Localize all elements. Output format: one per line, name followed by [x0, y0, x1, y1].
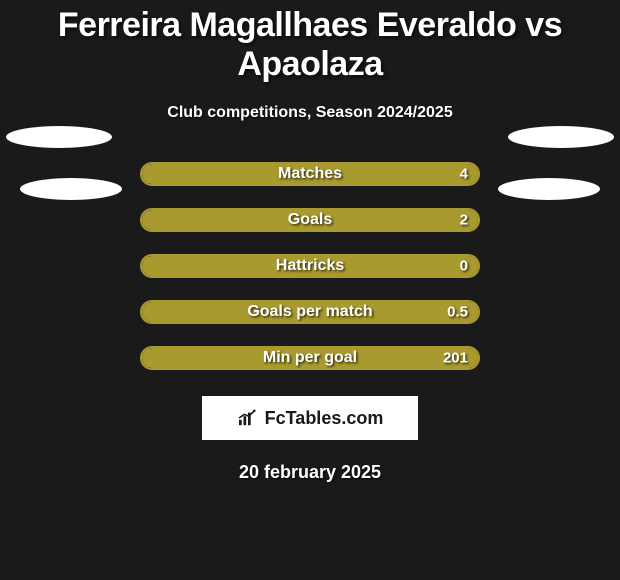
- bar-goals-per-match: Goals per match 0.5: [140, 300, 480, 324]
- stat-row-goals-per-match: Goals per match 0.5: [0, 300, 620, 324]
- stat-value: 0.5: [447, 304, 468, 321]
- stat-value: 4: [460, 166, 468, 183]
- stat-value: 2: [460, 212, 468, 229]
- stat-row-goals: Goals 2: [0, 208, 620, 232]
- stat-label: Goals per match: [247, 303, 372, 321]
- stat-label: Hattricks: [276, 257, 344, 275]
- stat-label: Matches: [278, 165, 342, 183]
- date-label: 20 february 2025: [0, 462, 620, 483]
- stat-value: 0: [460, 258, 468, 275]
- logo-text: FcTables.com: [265, 408, 384, 429]
- stat-label: Goals: [288, 211, 332, 229]
- stat-label: Min per goal: [263, 349, 357, 367]
- player-left-marker-1: [6, 126, 112, 148]
- stat-row-matches: Matches 4: [0, 162, 620, 186]
- bar-hattricks: Hattricks 0: [140, 254, 480, 278]
- logo-box: FcTables.com: [202, 396, 418, 440]
- bar-goals: Goals 2: [140, 208, 480, 232]
- stat-row-hattricks: Hattricks 0: [0, 254, 620, 278]
- page-title: Ferreira Magallhaes Everaldo vs Apaolaza: [0, 0, 620, 84]
- stat-row-min-per-goal: Min per goal 201: [0, 346, 620, 370]
- bar-matches: Matches 4: [140, 162, 480, 186]
- stat-value: 201: [443, 350, 468, 367]
- bar-min-per-goal: Min per goal 201: [140, 346, 480, 370]
- subtitle: Club competitions, Season 2024/2025: [0, 104, 620, 122]
- player-right-marker-1: [508, 126, 614, 148]
- chart-icon: [237, 409, 259, 427]
